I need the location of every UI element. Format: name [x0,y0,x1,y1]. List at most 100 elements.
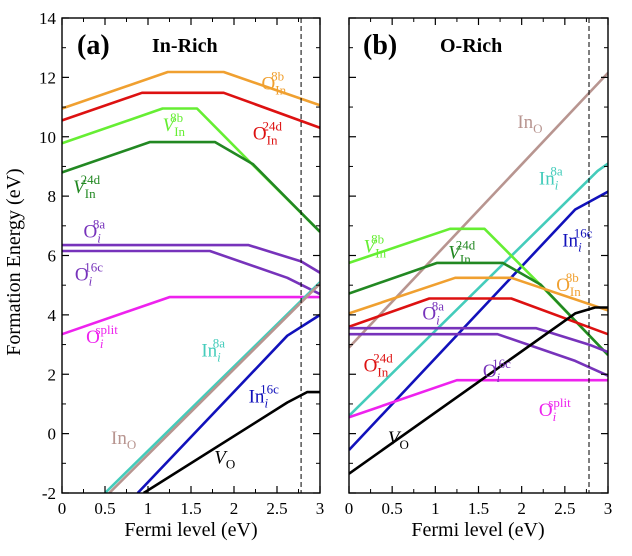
x-tick-label: 0.5 [94,499,115,518]
series-line-In_O [108,282,320,493]
defect-label-O_In_24d: OIn24d [364,350,394,379]
defect-label-sub: In [377,364,388,379]
x-tick-label: 0 [58,499,67,518]
x-tick-label: 0.5 [382,499,403,518]
y-tick-label: 10 [39,128,56,147]
defect-label-main: O [84,222,98,243]
series-line-V_O [349,306,608,475]
defect-label-sub: In [275,82,286,97]
series-line-O_i_16c [349,332,608,377]
defect-label-main: V [214,447,228,468]
defect-label-sup: 24d [81,172,101,187]
defect-label-sup: split [95,322,118,337]
defect-label-sup: 8a [93,217,106,232]
x-tick-label: 1 [144,499,153,518]
defect-label-sub: In [375,246,386,261]
defect-label-sup: 24d [456,237,476,252]
defect-label-sub: In [85,186,96,201]
series-line-In_i_16c [349,190,608,451]
defect-label-main: O [483,361,497,382]
panel-o-rich: (b) O-Rich Fermi level (eV) 0 0.5 1 1.5 2 2.5… [345,17,613,541]
x-tick-label: 3 [604,499,613,518]
defect-label-main: V [73,177,87,198]
x-tick-label: 2 [517,499,526,518]
defect-label-sub: i [436,312,440,327]
x-tick-label: 1 [431,499,440,518]
defect-label-sup: 16c [260,381,279,396]
y-tick-label: 0 [48,425,57,444]
defect-label-sup: 16c [492,356,511,371]
panel-condition: O-Rich [440,35,502,57]
x-tick-label: 2.5 [554,499,575,518]
series-line-In_i_16c [136,313,320,493]
defect-label-sup: 8b [566,270,579,285]
x-tick-label: 0 [345,499,354,518]
defect-label-sub: i [89,274,93,289]
defect-label-In_i_16c: Ini16c [249,381,279,410]
defect-label-main: O [262,73,276,94]
defect-label-O_i_8a: Oi8a [84,217,106,246]
defect-label-sup: 24d [262,119,282,134]
defect-label-V_In_24d: VIn24d [73,172,100,201]
defect-label-O_i_split: Oisplit [86,322,118,351]
y-tick-label: 8 [48,187,57,206]
x-axis-title: Fermi level (eV) [411,519,544,541]
y-tick-label: 4 [48,306,57,325]
defect-label-In_O: InO [517,112,542,136]
y-tick-label: 12 [39,68,56,87]
y-axis-title: Formation Energy (eV) [3,168,25,355]
defect-label-V_In_24d: VIn24d [448,237,475,266]
series-line-V_In_24d [349,261,608,356]
defect-label-sup: 8b [170,110,183,125]
defect-label-main: O [422,303,436,324]
defect-label-V_O: VO [388,428,409,452]
defect-label-sub: O [127,437,136,452]
defect-label-In_i_8a: Ini8a [539,163,563,192]
series-line-O_i_8a [349,326,608,354]
plot-frame [348,17,609,494]
y-tick-label: 2 [48,365,57,384]
x-tick-label: 3 [316,499,325,518]
defect-label-main: V [448,242,462,263]
defect-label-In_i_16c: Ini16c [562,226,592,255]
series-line-In_O [349,72,608,349]
defect-label-main: O [253,124,267,145]
series-line-O_i_8a [62,243,320,274]
defect-label-main: O [75,265,89,286]
defect-label-main: In [111,428,127,449]
defect-label-sub: i [578,240,582,255]
defect-label-sub: i [217,349,221,364]
defect-label-sub: In [174,124,185,139]
panel-in-rich: (a) In-Rich Fermi level (eV) 0 0.5 1 1.5 2 2.… [39,9,324,541]
defect-label-V_O: VO [214,447,235,471]
defect-label-main: V [388,428,402,449]
defect-label-sup: 24d [373,350,393,365]
defect-label-sub: O [399,437,408,452]
defect-label-main: In [562,231,578,252]
defect-label-sup: 16c [574,226,593,241]
defect-label-sub: i [97,231,101,246]
defect-label-sup: 8a [432,298,445,313]
series-line-V_O [143,390,320,493]
defect-label-main: V [163,115,177,136]
defect-label-main: O [539,400,553,421]
defect-label-O_i_8a: Oi8a [422,298,444,327]
defect-label-main: O [556,275,570,296]
defect-label-sup: split [548,395,571,410]
x-tick-label: 1.5 [468,499,489,518]
defect-label-sub: In [267,133,278,148]
defect-label-main: O [364,355,378,376]
series-group [349,72,608,475]
defect-label-sub: i [497,370,501,385]
y-tick-label: 6 [48,247,57,266]
defect-label-O_i_16c: Oi16c [75,260,103,289]
series-line-O_i_split [62,295,320,336]
x-tick-label: 2 [230,499,239,518]
panel-tag: (a) [77,30,110,61]
defect-label-main: In [201,340,217,361]
defect-label-main: In [249,386,265,407]
defect-label-V_In_8b: VIn8b [163,110,186,139]
defect-label-sub: In [460,251,471,266]
defect-label-sup: 8a [213,335,226,350]
